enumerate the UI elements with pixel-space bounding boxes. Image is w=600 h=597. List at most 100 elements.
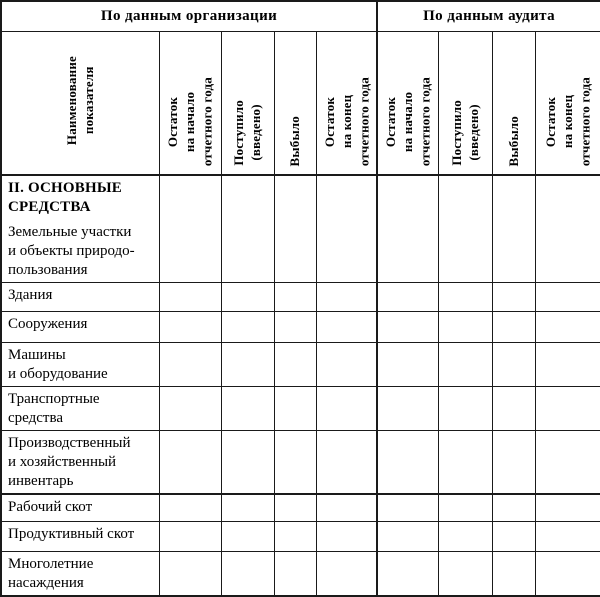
data-cell [376,282,439,312]
data-cell [491,520,536,552]
data-cell [437,430,493,495]
data-cell [273,430,317,495]
data-cell [437,174,493,283]
data-cell [437,493,493,522]
data-cell [220,311,275,343]
row-label: Машины и оборудование [8,347,108,382]
data-cell [273,282,317,312]
data-cell [437,311,493,343]
row-name-cell: Транспортные средства [0,386,160,431]
data-cell [158,430,222,495]
data-cell [315,520,379,552]
row-label: Рабочий скот [8,499,93,515]
data-cell [437,386,493,431]
data-cell [315,311,379,343]
data-cell [220,550,275,596]
data-cell [158,493,222,522]
data-cell [491,493,536,522]
column-header-name-label: Наименование показателя [64,56,97,146]
data-cell [273,550,317,596]
column-header-name: Наименование показателя [0,30,160,176]
data-cell [220,342,275,387]
group-header-audit: По данным аудита [376,0,600,32]
data-cell [534,342,600,387]
data-cell [273,311,317,343]
row-name-cell: Здания [0,282,160,312]
data-cell [273,386,317,431]
table-row: Машины и оборудование [0,342,600,387]
data-cell [534,174,600,283]
data-cell [273,342,317,387]
table-row: Сооружения [0,311,600,343]
data-cell [534,520,600,552]
data-cell [158,520,222,552]
column-header-org-received: Поступило (введено) [220,30,275,176]
row-name-cell: Производственный и хозяйственный инвента… [0,430,160,495]
data-cell [220,282,275,312]
column-header-audit-closing-balance: Остаток на конец отчетного года [534,30,600,176]
data-cell [158,311,222,343]
row-name-cell: Многолетние насаждения [0,550,160,596]
data-cell [315,493,379,522]
data-cell [376,550,439,596]
data-cell [534,311,600,343]
data-cell [220,493,275,522]
data-cell [491,386,536,431]
row-label: Сооружения [8,316,88,332]
column-header-audit-disposed: Выбыло [491,30,536,176]
data-cell [315,550,379,596]
data-cell [273,520,317,552]
data-cell [158,174,222,283]
data-cell [158,550,222,596]
data-cell [315,174,379,283]
row-name-cell: Сооружения [0,311,160,343]
row-label: Многолетние насаждения [8,555,94,591]
data-cell [491,342,536,387]
table-row: Рабочий скот [0,493,600,522]
data-cell [158,282,222,312]
data-cell [491,311,536,343]
table-row: Здания [0,282,600,312]
row-name-cell: Машины и оборудование [0,342,160,387]
data-cell [437,282,493,312]
row-label: Земельные участки и объекты природо- пол… [8,224,135,278]
table-row: Производственный и хозяйственный инвента… [0,430,600,495]
data-cell [273,174,317,283]
data-cell [376,430,439,495]
data-cell [315,386,379,431]
row-name-cell: Продуктивный скот [0,520,160,552]
data-cell [158,386,222,431]
data-cell [315,282,379,312]
row-label: Производственный и хозяйственный инвента… [8,435,131,489]
data-cell [376,311,439,343]
data-cell [376,342,439,387]
data-cell [220,430,275,495]
section-header: II. ОСНОВНЫЕ СРЕДСТВА [8,180,122,215]
data-cell [315,342,379,387]
data-cell [315,430,379,495]
row-label: Здания [8,287,53,303]
data-cell [220,386,275,431]
column-header-org-disposed: Выбыло [273,30,317,176]
column-header-audit-received: Поступило (введено) [437,30,493,176]
data-cell [534,386,600,431]
data-cell [158,342,222,387]
data-cell [273,493,317,522]
group-header-row: По данным организации По данным аудита [0,0,600,32]
data-cell [376,174,439,283]
column-header-org-closing-balance: Остаток на конец отчетного года [315,30,379,176]
data-cell [376,386,439,431]
data-cell [220,520,275,552]
table-row: II. ОСНОВНЫЕ СРЕДСТВА Земельные участки … [0,174,600,283]
row-label: Продуктивный скот [8,525,135,542]
data-cell [376,493,439,522]
data-cell [491,430,536,495]
data-cell [491,174,536,283]
data-cell [376,520,439,552]
data-cell [491,550,536,596]
data-cell [534,550,600,596]
column-header-row: Наименование показателя Остаток на начал… [0,30,600,176]
data-cell [437,342,493,387]
data-cell [220,174,275,283]
